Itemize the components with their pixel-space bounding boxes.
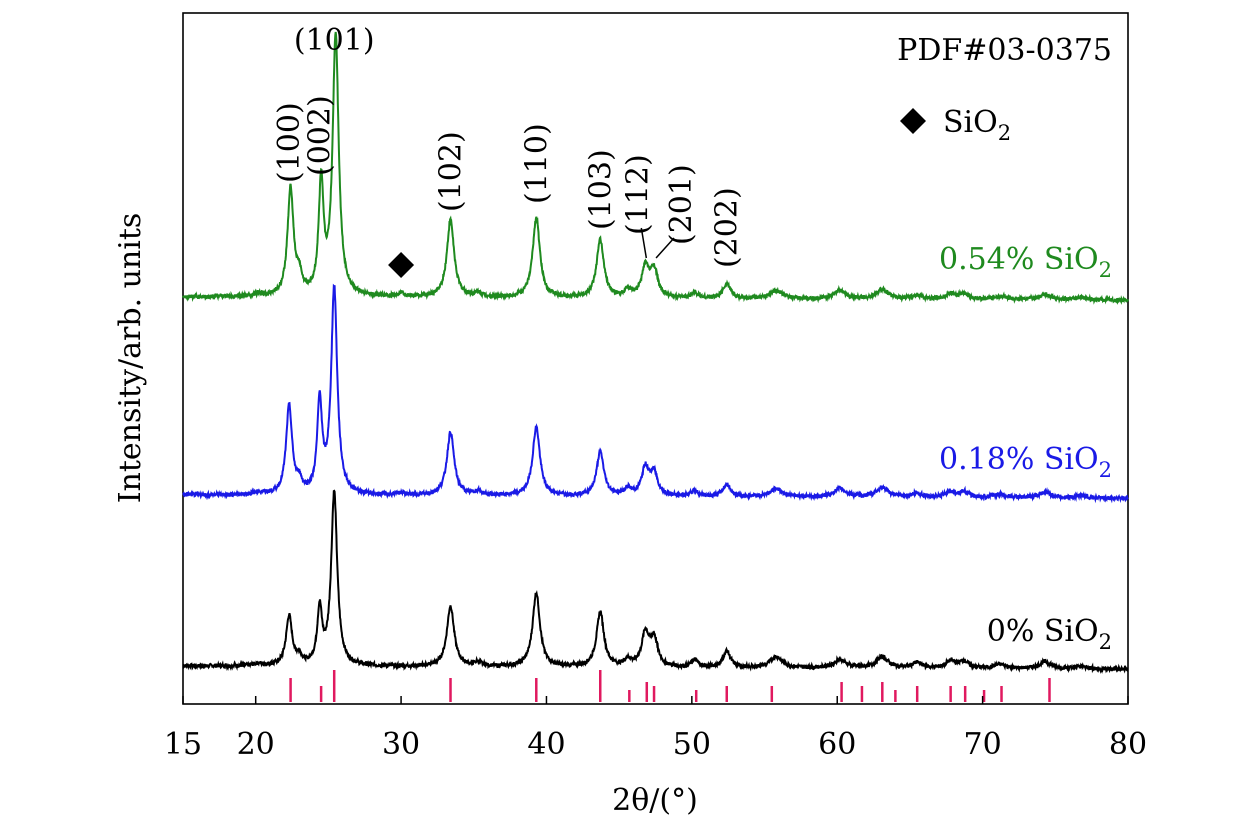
leader-line — [640, 227, 648, 259]
hkl-label: (102) — [434, 131, 469, 212]
marker-subscript: 2 — [998, 121, 1011, 145]
leader-line — [655, 237, 675, 259]
reference-peaks — [289, 670, 1051, 702]
hkl-label: (103) — [583, 149, 618, 230]
sio2-peak-diamond-icon — [388, 252, 415, 278]
hkl-label: (110) — [519, 123, 554, 204]
x-tick-label: 30 — [382, 727, 420, 762]
x-tick-label: 70 — [964, 727, 1002, 762]
x-axis-label: 2θ/(°) — [612, 783, 698, 818]
series-label: 0.54% SiO2 — [939, 242, 1112, 282]
series-layer — [182, 31, 1129, 674]
sio2-marker-legend: SiO2 — [900, 105, 1011, 145]
series-line — [182, 31, 1129, 305]
hkl-label: (101) — [294, 23, 375, 58]
plot-frame — [182, 12, 1129, 705]
x-tick-label: 60 — [818, 727, 856, 762]
hkl-label: (100) — [272, 102, 307, 183]
reference-label: PDF#03-0375 — [897, 33, 1112, 68]
x-tick-label: 80 — [1109, 727, 1147, 762]
series-line — [182, 283, 1129, 504]
hkl-labels: (100)(002) (101) (102) (110) (103) (112) (201)… — [272, 23, 745, 268]
series-label: 0.18% SiO2 — [939, 442, 1112, 482]
series-label: 0% SiO2 — [987, 614, 1112, 654]
x-tick-label: 15 — [164, 727, 202, 762]
y-axis-label: Intensity/arb. units — [113, 213, 148, 504]
x-tick-label: 50 — [673, 727, 711, 762]
marker-label: SiO — [943, 105, 998, 140]
series-labels: 0% SiO2 0.18% SiO2 0.54% SiO2 — [939, 242, 1112, 654]
hkl-label: (112) — [620, 154, 655, 235]
hkl-label: (002) — [303, 95, 338, 176]
hkl-label: (201) — [664, 164, 699, 245]
svg-text:SiO2: SiO2 — [943, 105, 1011, 145]
series-line — [182, 489, 1129, 674]
x-axis: 15 20 30 40 50 60 70 80 — [164, 696, 1147, 762]
x-tick-label: 20 — [237, 727, 275, 762]
hkl-label: (202) — [710, 187, 745, 268]
diamond-icon — [900, 108, 926, 134]
x-tick-label: 40 — [527, 727, 565, 762]
